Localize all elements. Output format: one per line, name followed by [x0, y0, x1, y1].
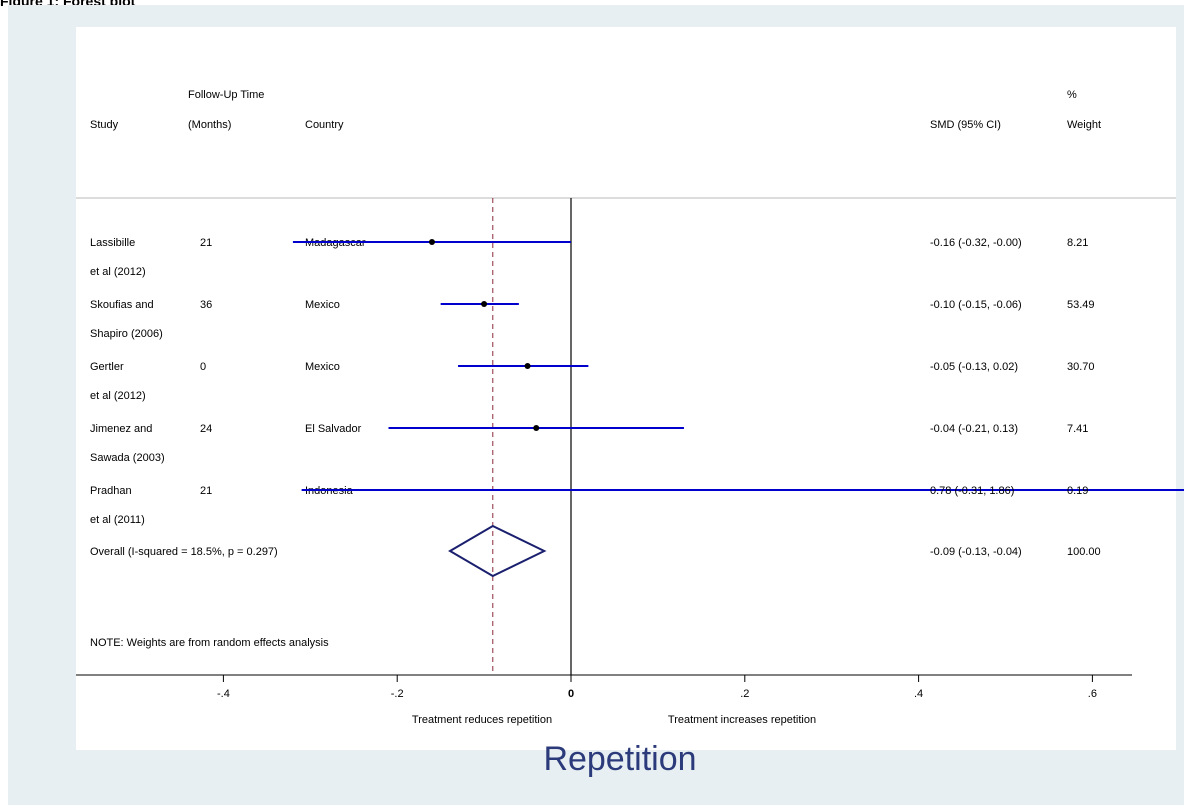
header-weight-line2: Weight — [1067, 119, 1101, 131]
study-name-line2: et al (2012) — [90, 266, 146, 278]
study-name: Jimenez and — [90, 423, 152, 435]
x-axis-ticks: -.4-.20.2.4.6.8 — [217, 675, 1097, 700]
country-value: Mexico — [305, 299, 340, 311]
header-country: Country — [305, 119, 344, 131]
study-name: Pradhan — [90, 485, 132, 497]
study-name-line2: et al (2012) — [90, 390, 146, 402]
study-name-line2: Sawada (2003) — [90, 452, 165, 464]
chart-title: Repetition — [543, 740, 696, 778]
x-tick-label: -.4 — [217, 688, 230, 700]
weight-label: 7.41 — [1067, 423, 1088, 435]
header-followup-line1: Follow-Up Time — [188, 89, 264, 101]
overall-effect-label: -0.09 (-0.13, -0.04) — [930, 546, 1022, 558]
study-row: Gertler et al (2012) 0 Mexico -0.05 (-0.13, … — [90, 361, 1095, 402]
study-row: Jimenez and Sawada (2003) 24 El Salvador -0.… — [90, 423, 1088, 464]
chart-frame: Study Follow-Up Time (Months) Country SM… — [8, 5, 1184, 805]
overall-row: Overall (I-squared = 18.5%, p = 0.297) -0… — [90, 524, 1101, 578]
header-followup-line2: (Months) — [188, 119, 231, 131]
followup-value: 21 — [200, 237, 212, 249]
xlabel-right: Treatment increases repetition — [668, 714, 816, 726]
effect-label: -0.16 (-0.32, -0.00) — [930, 237, 1022, 249]
point-estimate — [524, 363, 531, 369]
overall-diamond — [448, 524, 547, 578]
study-name: Skoufias and — [90, 299, 154, 311]
header-weight-line1: % — [1067, 89, 1077, 101]
effect-label: 0.78 (-0.31, 1.86) — [930, 485, 1014, 497]
x-tick-label: -.2 — [391, 688, 404, 700]
study-name: Gertler — [90, 361, 124, 373]
followup-value: 21 — [200, 485, 212, 497]
effect-label: -0.10 (-0.15, -0.06) — [930, 299, 1022, 311]
point-estimate — [481, 301, 488, 307]
x-tick-label: 0 — [568, 688, 574, 700]
country-value: Mexico — [305, 361, 340, 373]
reference-lines — [492, 198, 572, 675]
followup-value: 24 — [200, 423, 212, 435]
x-tick-label: .2 — [740, 688, 749, 700]
country-value: El Salvador — [305, 423, 362, 435]
weight-label: 0.19 — [1067, 485, 1088, 497]
study-name: Lassibille — [90, 237, 135, 249]
overall-weight-label: 100.00 — [1067, 546, 1101, 558]
x-tick-label: .4 — [914, 688, 923, 700]
header-study: Study — [90, 119, 119, 131]
forest-plot: Study Follow-Up Time (Months) Country SM… — [76, 27, 1184, 778]
header-effect: SMD (95% CI) — [930, 119, 1001, 131]
point-estimate — [428, 239, 435, 245]
point-estimate — [533, 425, 540, 431]
effect-label: -0.05 (-0.13, 0.02) — [930, 361, 1018, 373]
overall-label: Overall (I-squared = 18.5%, p = 0.297) — [90, 546, 278, 558]
weights-note: NOTE: Weights are from random effects an… — [90, 637, 329, 649]
weight-label: 8.21 — [1067, 237, 1088, 249]
weight-label: 30.70 — [1067, 361, 1095, 373]
study-name-line2: Shapiro (2006) — [90, 328, 163, 340]
study-row: Skoufias and Shapiro (2006) 36 Mexico -0.10 … — [90, 299, 1095, 340]
x-tick-label: .6 — [1088, 688, 1097, 700]
study-name-line2: et al (2011) — [90, 514, 145, 526]
xlabel-left: Treatment reduces repetition — [412, 714, 552, 726]
followup-value: 36 — [200, 299, 212, 311]
followup-value: 0 — [200, 361, 206, 373]
effect-label: -0.04 (-0.21, 0.13) — [930, 423, 1018, 435]
figure-heading: Figure 1: Forest plot — [0, 0, 1184, 6]
weight-label: 53.49 — [1067, 299, 1095, 311]
plot-panel — [76, 27, 1176, 750]
